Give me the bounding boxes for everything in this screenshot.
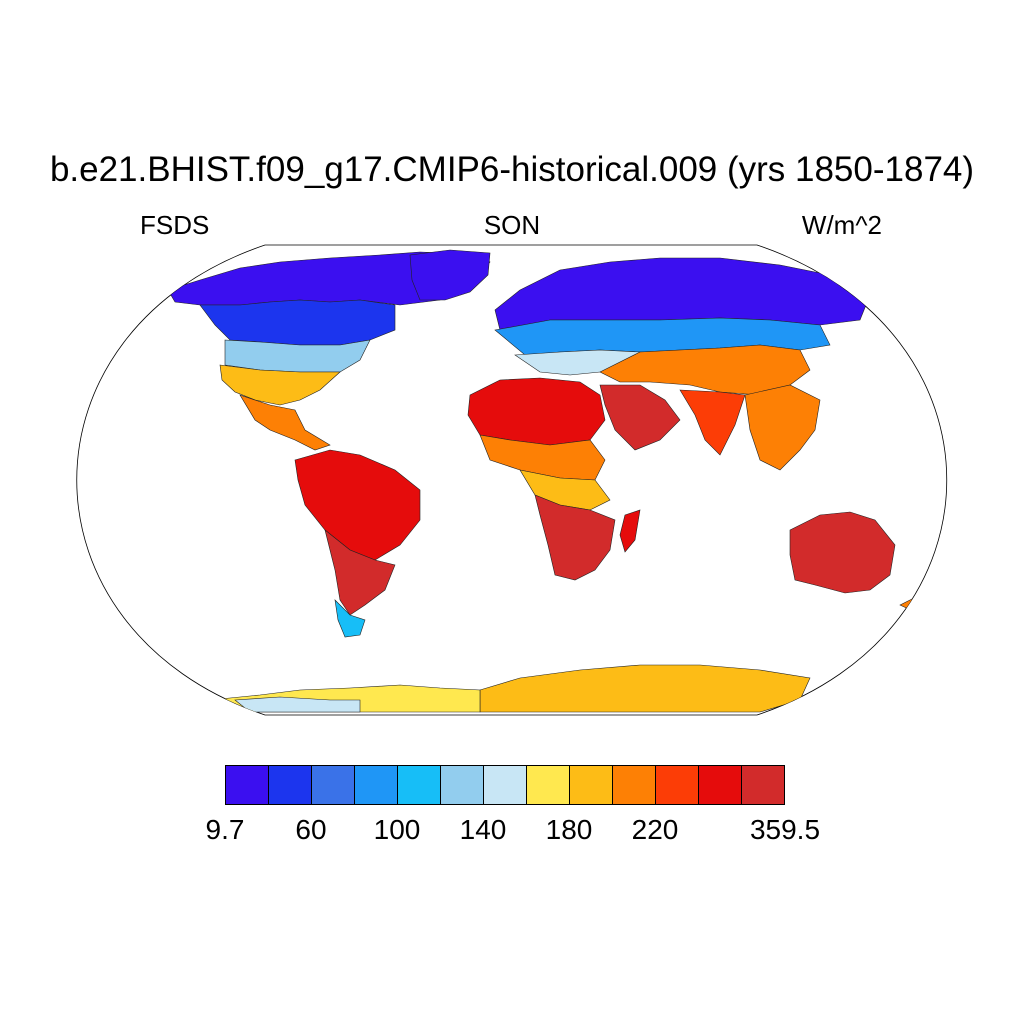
map-region-antarctica-coast: [234, 696, 361, 713]
units-label: W/m^2: [801, 210, 882, 240]
map-region-greenland: [409, 249, 491, 301]
colorbar-box: [226, 766, 269, 804]
map-region-south-america-south: [324, 529, 396, 616]
colorbar-box: [656, 766, 699, 804]
map-region-patagonia: [334, 599, 366, 638]
colorbar-box: [742, 766, 784, 804]
colorbar-box: [527, 766, 570, 804]
colorbar-tick-label: 180: [545, 814, 593, 845]
colorbar-box: [484, 766, 527, 804]
colorbar-box: [398, 766, 441, 804]
colorbar-box: [355, 766, 398, 804]
colorbar-box: [570, 766, 613, 804]
colorbar-box: [441, 766, 484, 804]
colorbar-box: [699, 766, 742, 804]
colorbar-tick-label: 140: [459, 814, 507, 845]
map-region-amazon: [294, 449, 421, 561]
map-region-madagascar: [619, 509, 641, 553]
map-region-arabia: [599, 384, 681, 451]
colorbar-tick-label: 359.5: [749, 814, 821, 845]
map-region-se-asia: [744, 384, 821, 471]
map-region-australia: [789, 511, 896, 594]
map-region-southern-usa: [219, 364, 341, 406]
colorbar-box: [269, 766, 312, 804]
colorbar-tick-label: 9.7: [205, 814, 245, 845]
map-region-northern-usa: [224, 339, 371, 373]
colorbar-box: [613, 766, 656, 804]
colorbar: [225, 765, 785, 805]
colorbar-tick-label: 60: [295, 814, 327, 845]
map-region-southern-africa: [534, 494, 616, 581]
season-label: SON: [483, 210, 541, 240]
map-region-sahel: [479, 434, 606, 481]
variable-label: FSDS: [140, 210, 210, 240]
colorbar-box: [312, 766, 355, 804]
map-region-mexico: [239, 394, 331, 451]
map-region-india: [679, 389, 746, 456]
map-region-sahara: [467, 377, 606, 446]
colorbar-tick-label: 100: [373, 814, 421, 845]
map-region-middle-asia: [599, 344, 811, 396]
colorbar-tick-label: 220: [631, 814, 679, 845]
map-region-canada: [199, 299, 396, 346]
map-title: b.e21.BHIST.f09_g17.CMIP6-historical.009…: [49, 150, 975, 189]
